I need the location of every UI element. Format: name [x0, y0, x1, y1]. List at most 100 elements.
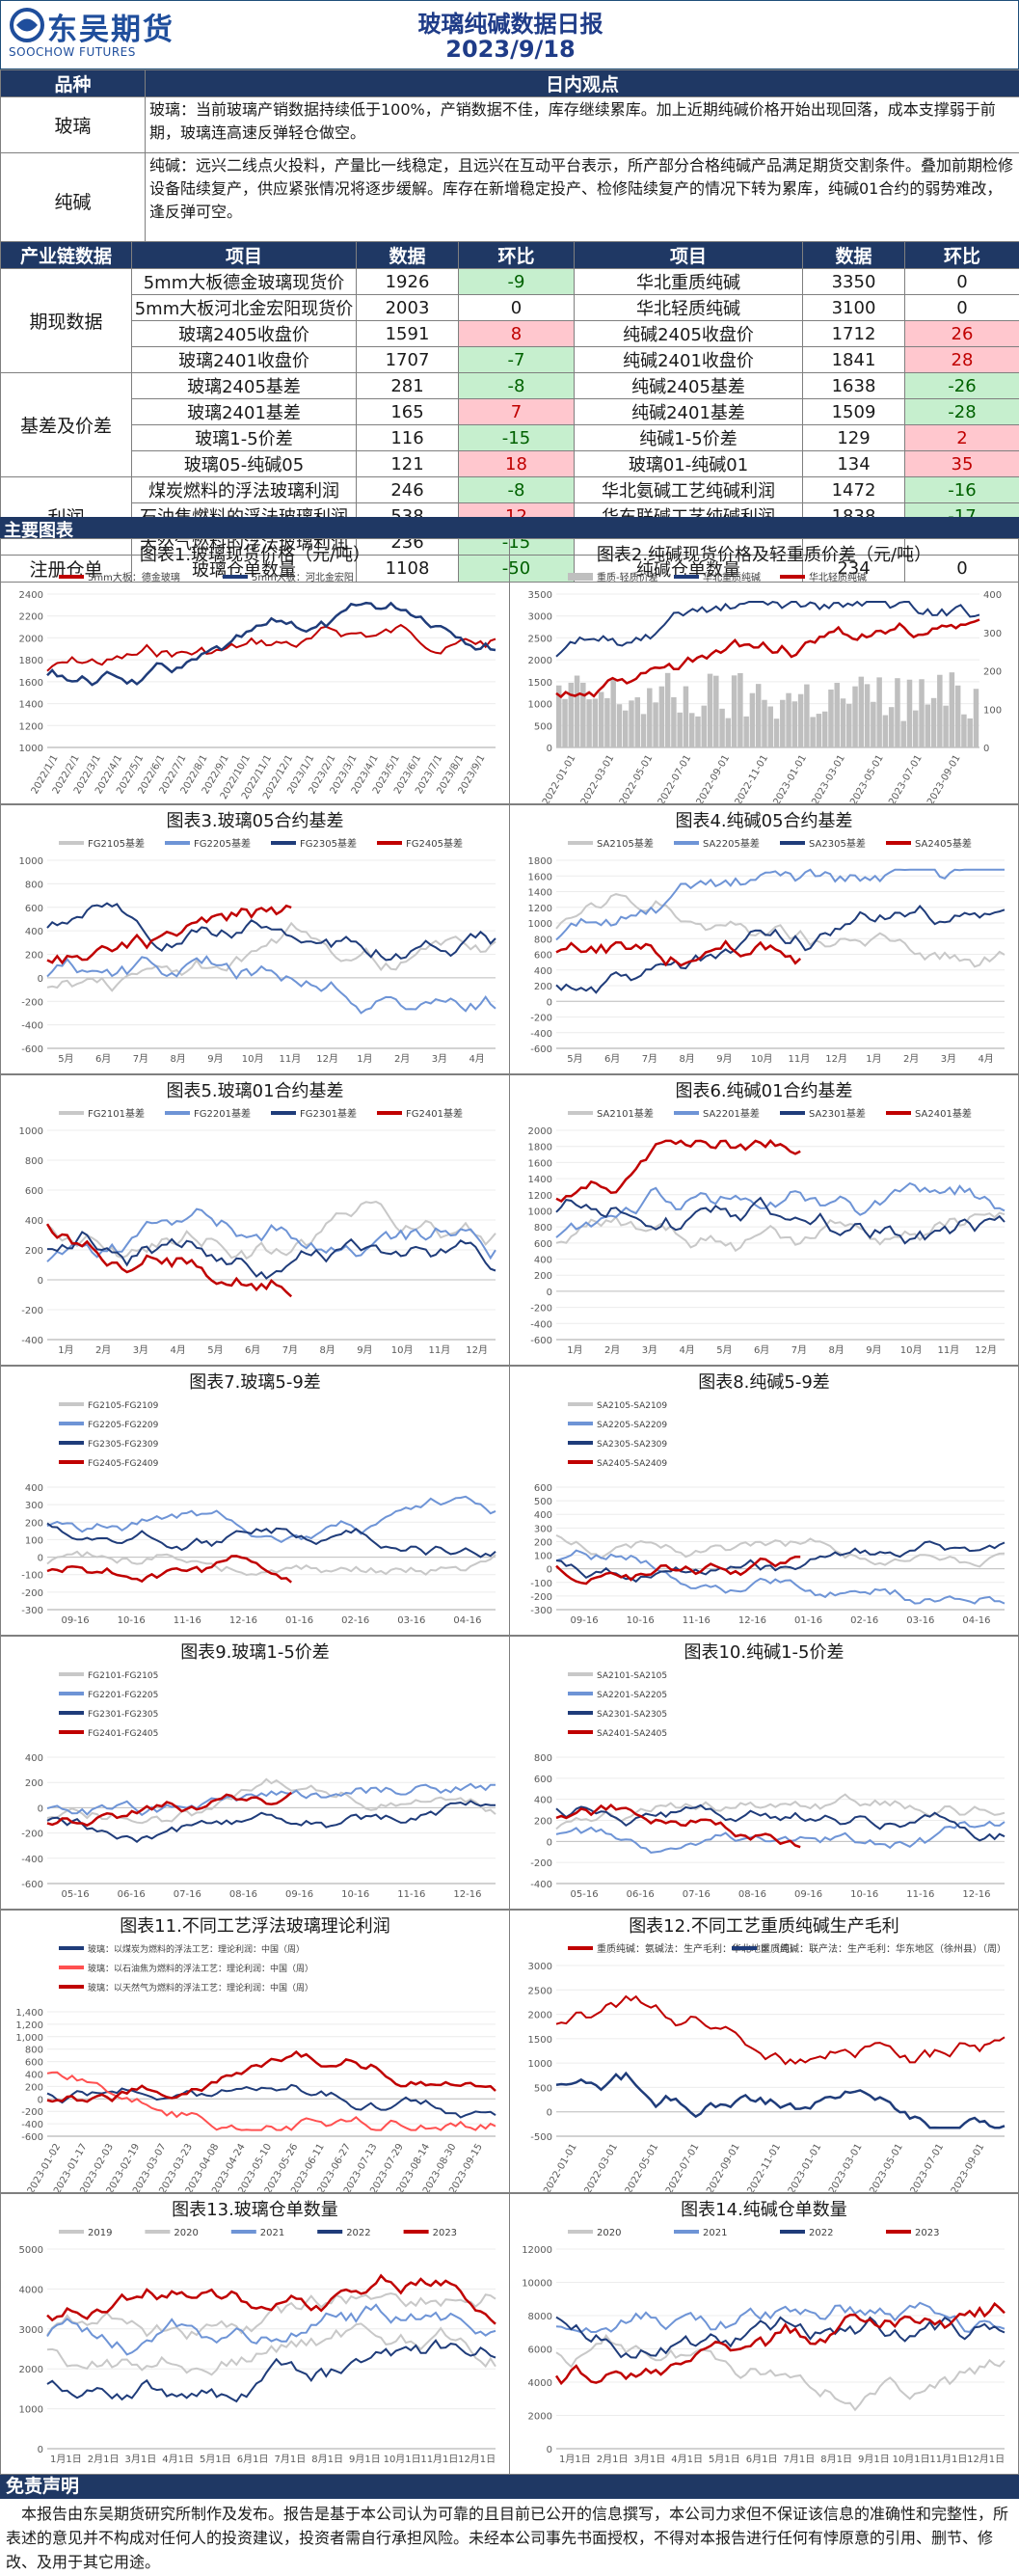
x-tick-label: 11月: [429, 1344, 451, 1356]
x-tick-label: 2月: [95, 1344, 111, 1356]
y-tick-label: 2000: [19, 2365, 43, 2375]
cell-lc: -8: [458, 372, 575, 399]
y-tick-label: 600: [25, 2058, 43, 2069]
x-tick-label: 2022-07-01: [657, 753, 694, 803]
cell-lv: 1926: [356, 268, 459, 295]
metrics-row: 玻璃1-5价差 116 -15 纯碱1-5价差 129 2: [1, 424, 1019, 451]
cell-rc: 0: [904, 294, 1019, 321]
bar-mark: [840, 698, 846, 747]
logo-name-cn: 东吴期货: [47, 13, 174, 47]
x-tick-label: 3月: [432, 1053, 447, 1065]
bar-mark: [786, 692, 791, 747]
bar-mark: [647, 688, 653, 747]
chart-12: 图表12.不同工艺重质纯碱生产毛利 重质纯碱：氨碱法：生产毛利：华北地区（周） 重质…: [509, 1910, 1019, 2193]
bar-mark: [882, 715, 889, 747]
cell-rc: 0: [904, 555, 1019, 583]
bar-mark: [580, 682, 586, 747]
y-tick-label: -600: [21, 1044, 43, 1055]
legend-label: SA2101基差: [597, 1107, 654, 1120]
bar-mark: [973, 689, 979, 747]
legend-label: 玻璃：以石油焦为燃料的浮法工艺：理论利润：中国（周）: [88, 1963, 313, 1974]
cell-lv: 165: [356, 398, 459, 425]
cell-rv: 1841: [802, 346, 905, 373]
series-line: [555, 1549, 1006, 1605]
x-tick-label: 5月: [567, 1053, 582, 1065]
bar-mark: [871, 701, 876, 747]
y-tick-label: 200: [534, 1817, 552, 1828]
chart-title: 图表8.纯碱5-9差: [698, 1372, 830, 1393]
legend-label: SA2405-SA2409: [597, 1459, 667, 1469]
legend-label: 5mm大板：德金玻璃: [88, 571, 180, 583]
y-tick-label: 2000: [528, 1126, 552, 1137]
chart-title: 图表5.玻璃01合约基差: [166, 1081, 344, 1101]
series-line: [46, 2049, 496, 2103]
y-tick-label: 200: [25, 2082, 43, 2093]
metrics-header-2: 数据: [356, 241, 459, 269]
chart-title: 图表1.玻璃现货价格（元/吨）: [139, 545, 371, 565]
legend-label: FG2305-FG2309: [88, 1440, 159, 1450]
series-line: [555, 600, 980, 658]
bar-mark: [598, 691, 604, 747]
cell-rv: 234: [802, 555, 905, 583]
legend-label: SA2105-SA2109: [597, 1401, 667, 1411]
cell-lc: -9: [458, 268, 575, 295]
x-tick-label: 05-16: [571, 1889, 599, 1900]
bar-mark: [629, 700, 634, 747]
series-line: [555, 1533, 1006, 1568]
y-tick-label: 0: [547, 997, 552, 1008]
x-tick-label: 9月1日: [858, 2454, 890, 2465]
y-tick-label: -200: [21, 1588, 43, 1599]
daily-views-table: 品种 日内观点 玻璃 玻璃：当前玻璃产销数据持续低于100%，产销数据不佳，库存继续…: [0, 69, 1019, 249]
series-line: [45, 1223, 293, 1298]
y-tick-label: 1200: [528, 1191, 552, 1202]
x-tick-label: 3月: [941, 1053, 956, 1065]
cell-r: 纯碱2405基差: [574, 372, 803, 399]
cell-rv: 1712: [802, 320, 905, 347]
bar-mark: [616, 704, 623, 747]
x-tick-label: 5月: [207, 1344, 223, 1356]
y-tick-label: 600: [534, 951, 552, 962]
bar-mark: [622, 710, 629, 747]
y-tick-label: 3500: [528, 590, 552, 601]
y-tick-label: 1400: [19, 700, 43, 711]
chart-6: 图表6.纯碱01合约基差 SA2101基差 SA2201基差 SA2301基差 SA24…: [509, 1074, 1019, 1366]
bar-mark: [895, 678, 900, 747]
bar-mark: [954, 685, 961, 747]
y-tick-label: 0: [547, 744, 552, 754]
bar-mark: [821, 711, 828, 747]
x-tick-label: 11月1日: [929, 2454, 967, 2465]
chart-plot: SA2105-SA2109 SA2205-SA2209 SA2305-SA2309 S…: [530, 1401, 1006, 1626]
y-tick-label: 2000: [528, 656, 552, 666]
y-tick-label: 1000: [19, 1126, 43, 1137]
series-line: [46, 1800, 496, 1843]
series-line: [46, 601, 496, 687]
series-line: [46, 2303, 496, 2356]
y-tick-label: 600: [534, 1775, 552, 1785]
cell-rv: 1509: [802, 398, 905, 425]
legend-label: FG2405-FG2409: [88, 1459, 159, 1469]
x-tick-label: 4月: [170, 1344, 185, 1356]
series-line: [46, 2273, 496, 2325]
y-tick-label: 200: [25, 1246, 43, 1257]
legend-label: 2020: [174, 2228, 198, 2238]
y-tick-label: 200: [25, 951, 43, 962]
soda-label: 纯碱: [0, 152, 146, 249]
bar-mark: [864, 684, 871, 747]
x-tick-label: 08-16: [738, 1889, 766, 1900]
legend-label: 重质纯碱：联产法：生产毛利：华东地区（徐州县）（周）: [761, 1942, 1006, 1955]
x-tick-label: 06-16: [118, 1889, 146, 1900]
bar-mark: [640, 714, 647, 747]
legend-label: 2019: [88, 2228, 112, 2238]
chart-plot: SA2101-SA2105 SA2201-SA2205 SA2301-SA2305 S…: [530, 1671, 1006, 1900]
legend-label: SA2205-SA2209: [597, 1421, 667, 1430]
chart-plot: FG2105-FG2109 FG2205-FG2209 FG2305-FG2309 F…: [21, 1401, 496, 1626]
series-line: [555, 1803, 801, 1849]
series-line: [46, 1782, 496, 1817]
bar-mark: [743, 716, 749, 747]
x-tick-label: 10月: [242, 1053, 264, 1065]
metrics-header-3: 环比: [458, 241, 575, 269]
y-tick-label: 800: [534, 1223, 552, 1234]
y-tick-label: 1000: [19, 2405, 43, 2416]
x-tick-label: 8月: [170, 1053, 185, 1065]
x-tick-label: 10月: [900, 1344, 923, 1356]
